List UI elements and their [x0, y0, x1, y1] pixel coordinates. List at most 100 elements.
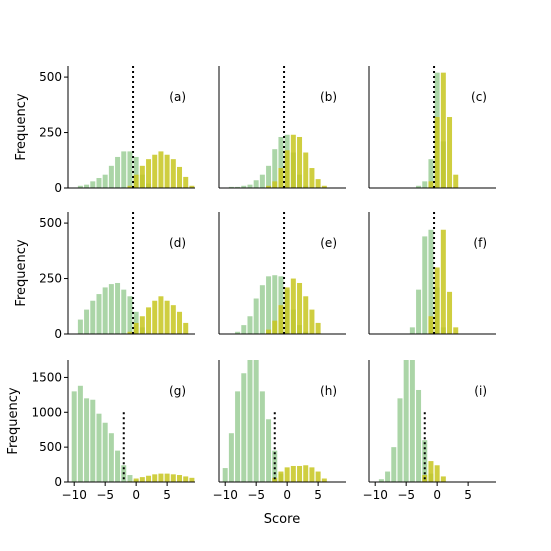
y-tick-label: 500: [39, 216, 62, 230]
yellow-bar: [127, 331, 133, 334]
yellow-bar: [146, 159, 152, 188]
x-tick-label: 5: [163, 488, 171, 502]
yellow-bar: [434, 465, 440, 482]
yellow-bar: [189, 185, 195, 188]
yellow-bar: [315, 322, 321, 334]
panel-label: (a): [169, 90, 186, 104]
yellow-bar: [453, 327, 459, 334]
green-bar: [272, 149, 278, 188]
panel-label: (i): [474, 384, 487, 398]
yellow-bar: [284, 287, 290, 334]
panel-label: (g): [169, 384, 186, 398]
yellow-bar: [152, 300, 158, 334]
yellow-bar: [139, 316, 145, 334]
green-bar: [397, 398, 403, 482]
yellow-bar: [440, 476, 446, 482]
yellow-bar: [164, 300, 170, 334]
green-bar: [247, 184, 253, 188]
yellow-bar: [303, 465, 309, 482]
green-bar: [115, 282, 121, 334]
green-bar: [115, 450, 121, 482]
yellow-bar: [315, 471, 321, 482]
yellow-bar: [321, 478, 327, 482]
x-tick-label: −5: [96, 488, 114, 502]
yellow-bar: [177, 475, 183, 482]
yellow-bar: [428, 181, 434, 188]
yellow-bar: [146, 307, 152, 334]
yellow-bar: [290, 278, 296, 334]
yellow-bar: [297, 136, 303, 188]
green-bar: [127, 151, 133, 188]
yellow-bar: [183, 476, 189, 482]
yellow-bar: [139, 165, 145, 188]
y-tick-label: 0: [54, 327, 62, 341]
green-bar: [127, 475, 133, 482]
green-bar: [90, 399, 96, 482]
green-bar: [272, 275, 278, 334]
green-bar: [121, 151, 127, 188]
yellow-bar: [440, 72, 446, 188]
panel-label: (e): [320, 236, 337, 250]
yellow-bar: [170, 305, 176, 334]
x-tick-label: −5: [397, 488, 415, 502]
green-bar: [84, 309, 90, 334]
yellow-bar: [453, 174, 459, 188]
yellow-bar: [177, 311, 183, 334]
green-bar: [84, 398, 90, 482]
yellow-bar: [266, 185, 272, 188]
x-tick-label: −10: [62, 488, 87, 502]
green-bar: [416, 289, 422, 334]
yellow-bar: [158, 296, 164, 334]
green-bar: [259, 391, 265, 482]
yellow-bar: [447, 291, 453, 334]
green-bar: [108, 433, 114, 482]
green-bar: [77, 185, 83, 188]
x-tick-label: 0: [132, 488, 140, 502]
green-bar: [77, 385, 83, 482]
green-bar: [391, 447, 397, 482]
green-bar: [241, 373, 247, 482]
yellow-bar: [297, 465, 303, 482]
green-bar: [422, 181, 428, 188]
green-bar: [222, 468, 228, 482]
green-bar: [422, 236, 428, 334]
green-bar: [96, 413, 102, 482]
yellow-bar: [266, 329, 272, 334]
green-bar: [278, 136, 284, 188]
yellow-bar: [297, 282, 303, 334]
green-bar: [235, 391, 241, 482]
yellow-bar: [164, 154, 170, 188]
yellow-bar: [133, 478, 139, 482]
yellow-bar: [146, 475, 152, 482]
yellow-bar: [133, 322, 139, 334]
yellow-bar: [183, 322, 189, 334]
yellow-bar: [152, 154, 158, 188]
y-tick-label: 500: [39, 70, 62, 84]
green-bar: [96, 294, 102, 334]
yellow-bar: [272, 181, 278, 188]
green-bar: [416, 185, 422, 188]
green-bar: [228, 186, 234, 188]
green-bar: [102, 174, 108, 188]
yellow-bar: [309, 309, 315, 334]
y-tick-label: 250: [39, 272, 62, 286]
panel-label: (b): [320, 90, 337, 104]
green-bar: [241, 185, 247, 188]
green-bar: [102, 422, 108, 482]
yellow-bar: [303, 152, 309, 188]
yellow-bar: [447, 117, 453, 188]
yellow-bar: [272, 477, 278, 482]
yellow-bar: [434, 267, 440, 334]
green-bar: [102, 287, 108, 334]
green-bar: [90, 181, 96, 188]
x-tick-label: 0: [433, 488, 441, 502]
green-bar: [235, 331, 241, 334]
yellow-bar: [278, 305, 284, 334]
x-tick-label: −10: [363, 488, 388, 502]
green-bar: [378, 479, 384, 482]
yellow-bar: [434, 117, 440, 188]
green-bar: [84, 184, 90, 188]
yellow-bar: [158, 473, 164, 482]
green-bar: [259, 174, 265, 188]
